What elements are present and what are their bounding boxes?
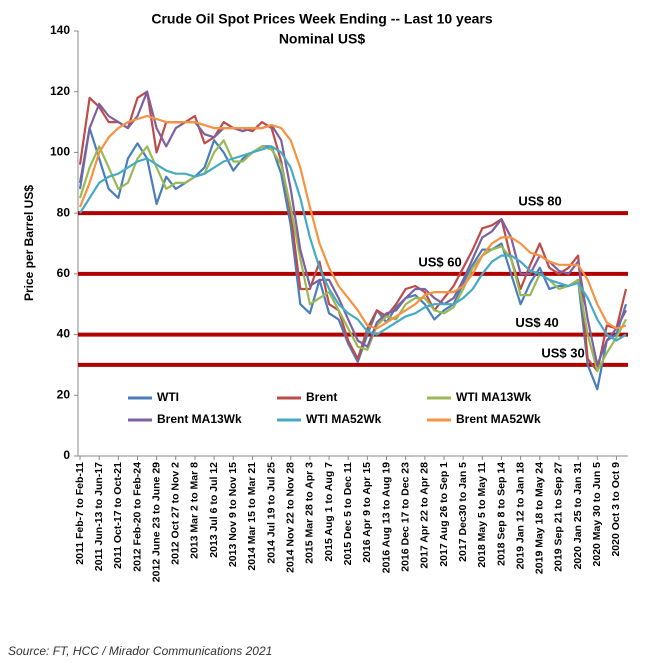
series-line xyxy=(78,127,628,391)
x-tick-label: 2014 Jul 19 to Jul 25 xyxy=(265,462,277,564)
y-tick-label: 120 xyxy=(50,84,70,98)
y-tick-label: 80 xyxy=(57,205,71,219)
x-tick-label: 2014 Mar 15 to Mar 21 xyxy=(246,462,258,571)
reference-label: US$ 60 xyxy=(418,254,461,269)
legend-label: WTI MA52Wk xyxy=(306,412,382,426)
legend-label: Brent xyxy=(306,390,337,404)
x-tick-label: 2014 Nov 22 to Nov 28 xyxy=(285,462,297,573)
x-tick-label: 2015 Dec 5 to Dec 11 xyxy=(342,462,354,565)
series-line xyxy=(78,90,627,366)
reference-label: US$ 40 xyxy=(515,315,558,330)
y-tick-label: 0 xyxy=(63,448,70,462)
reference-label: US$ 30 xyxy=(541,345,584,360)
x-tick-label: 2020 Oct 3 to Oct 9 xyxy=(610,462,622,557)
x-tick-label: 2016 Dec 17 to Dec 23 xyxy=(399,462,411,572)
x-tick-label: 2019 Jan 12 to Jan 18 xyxy=(514,462,526,570)
x-tick-label: 2011 Jun-13 to Jun-17 xyxy=(93,462,105,571)
x-tick-label: 2020 Jan 25 to Jan 31 xyxy=(572,462,584,570)
x-tick-label: 2016 Aug 13 to Aug 19 xyxy=(380,462,392,573)
x-tick-label: 2012 Oct 27 to Nov 2 xyxy=(170,462,182,565)
x-tick-label: 2017 Aug 26 to Sep 1 xyxy=(438,462,450,567)
x-tick-label: 2020 May 30 to Jun 5 xyxy=(591,462,603,567)
x-tick-label: 2012 June 23 to June 29 xyxy=(150,462,162,582)
reference-label: US$ 80 xyxy=(518,194,561,209)
x-tick-label: 2013 Mar 2 to Mar 8 xyxy=(189,462,201,559)
series-line xyxy=(78,114,627,330)
x-tick-label: 2012 Feb-20 to Feb-24 xyxy=(131,462,143,572)
x-tick-label: 2018 Sep 8 to Sep 14 xyxy=(495,462,507,566)
x-tick-label: 2011 Oct-17 to Oct-21 xyxy=(112,462,124,569)
y-tick-label: 60 xyxy=(57,266,71,280)
x-tick-label: 2018 May 5 to May 11 xyxy=(476,462,488,568)
y-axis-label: Price per Barrel US$ xyxy=(22,185,36,301)
series-line xyxy=(79,145,627,342)
legend-label: WTI MA13Wk xyxy=(456,390,532,404)
x-tick-label: 2019 Sep 21 to Sep 27 xyxy=(553,462,565,572)
x-tick-label: 2013 Jul 6 to Jul 12 xyxy=(208,462,220,558)
series-line xyxy=(78,139,627,373)
x-tick-label: 2015 Mar 28 to Apr 3 xyxy=(304,462,316,564)
source: Source: FT, HCC / Mirador Communications… xyxy=(8,644,272,658)
x-tick-label: 2011 Feb-7 to Feb-11 xyxy=(74,462,86,565)
x-tick-label: 2015 Aug 1 to Aug 7 xyxy=(323,462,335,562)
y-tick-label: 20 xyxy=(57,387,71,401)
x-tick-label: 2013 Nov 9 to Nov 15 xyxy=(227,462,239,567)
chart-subtitle: Nominal US$ xyxy=(279,31,366,47)
y-tick-label: 100 xyxy=(50,145,70,159)
x-tick-label: 2019 May 18 to May 24 xyxy=(534,462,546,574)
legend-label: Brent MA52Wk xyxy=(456,412,541,426)
y-tick-label: 40 xyxy=(57,327,71,341)
chart-title: Crude Oil Spot Prices Week Ending -- Las… xyxy=(151,11,493,27)
x-tick-label: 2017 Dec30 to Jan 5 xyxy=(457,462,469,562)
x-tick-label: 2016 Apr 9 to Apr 15 xyxy=(361,462,373,563)
y-tick-label: 140 xyxy=(50,23,70,37)
legend-label: Brent MA13Wk xyxy=(157,412,242,426)
legend-label: WTI xyxy=(157,390,179,404)
x-tick-label: 2017 Apr 22 to Apr 28 xyxy=(419,462,431,569)
